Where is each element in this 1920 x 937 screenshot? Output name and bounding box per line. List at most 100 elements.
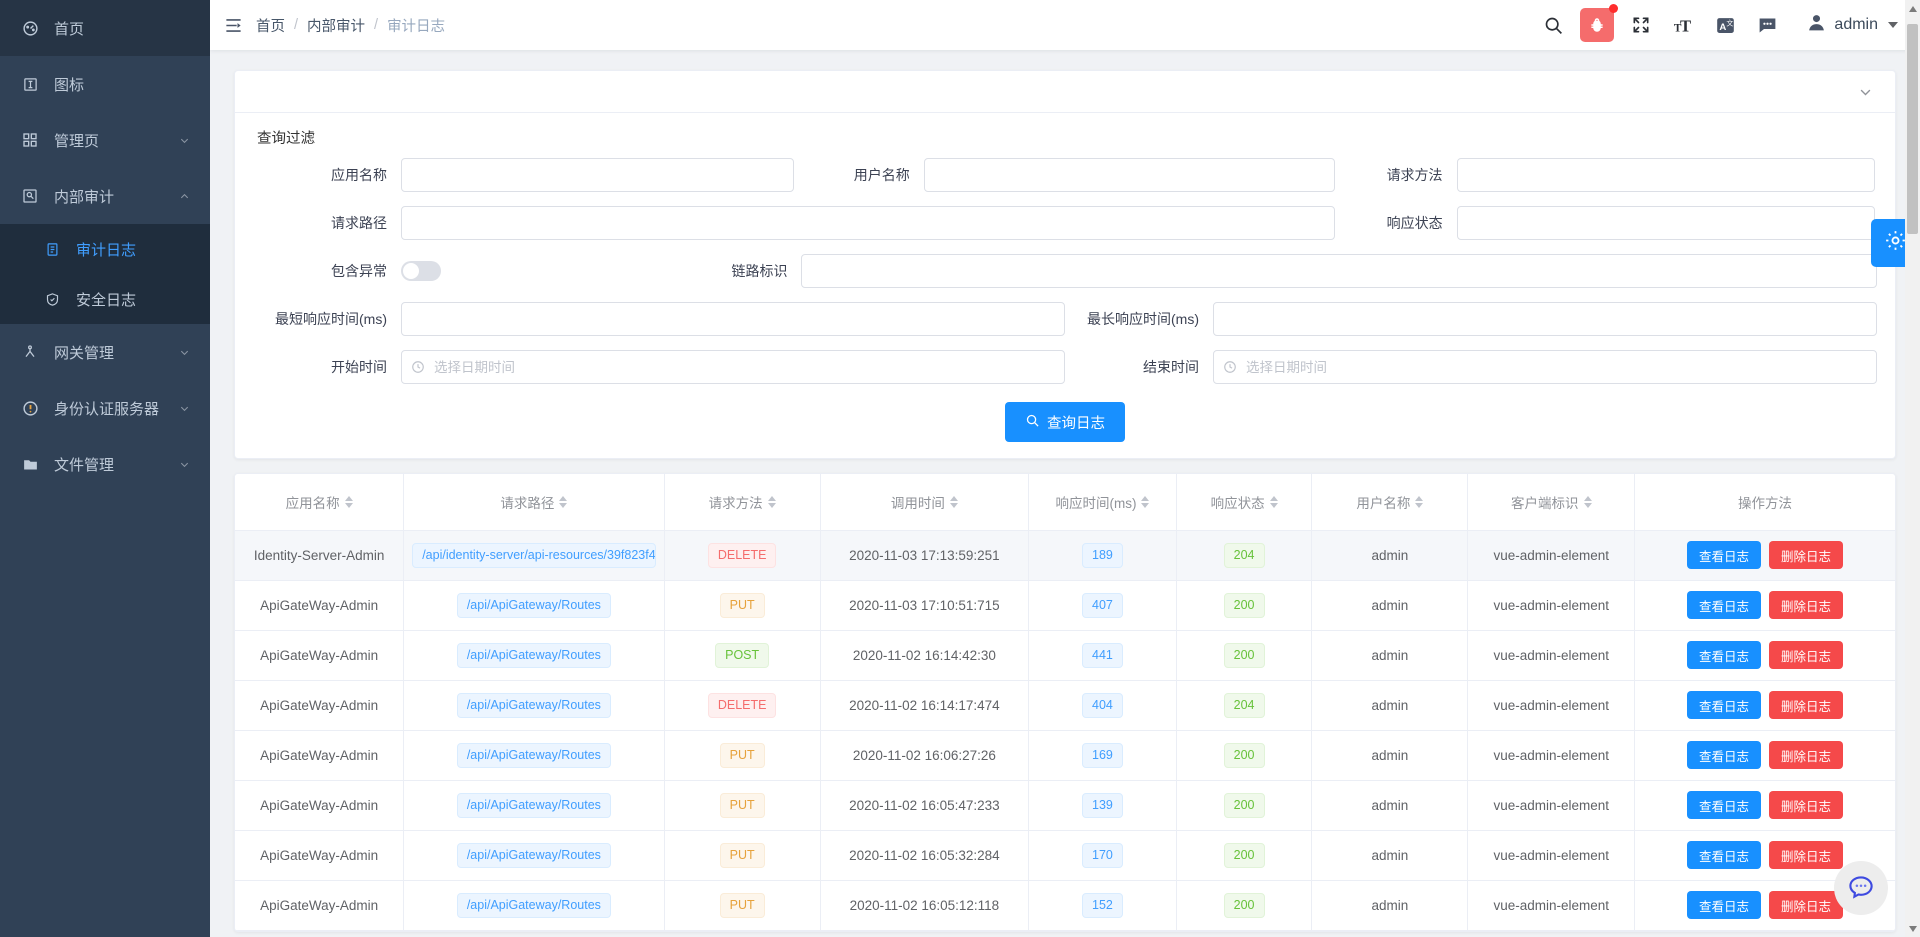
table-header-user[interactable]: 用户名称 bbox=[1311, 474, 1469, 531]
cell-user-name: admin bbox=[1311, 730, 1469, 781]
delete-log-button[interactable]: 删除日志 bbox=[1769, 591, 1844, 619]
cell-request-path: /api/ApiGateway/Routes bbox=[403, 730, 665, 781]
view-log-button[interactable]: 查看日志 bbox=[1687, 691, 1762, 719]
sidebar-item-home[interactable]: 首页 bbox=[0, 0, 210, 56]
cell-duration: 139 bbox=[1028, 780, 1177, 831]
sort-icon[interactable] bbox=[1269, 495, 1278, 508]
sidebar-item-icons[interactable]: 图标 bbox=[0, 56, 210, 112]
chat-icon[interactable] bbox=[1746, 0, 1788, 50]
navbar-actions: T T A 文 bbox=[1532, 0, 1920, 50]
table-row[interactable]: ApiGateWay-Admin/api/ApiGateway/Routes PU… bbox=[235, 580, 1895, 631]
user-name-input[interactable] bbox=[923, 158, 1335, 192]
trace-id-input[interactable] bbox=[801, 254, 1877, 288]
table-header-status[interactable]: 响应状态 bbox=[1176, 474, 1313, 531]
font-size-icon[interactable]: T T bbox=[1662, 0, 1704, 50]
translate-icon[interactable]: A 文 bbox=[1704, 0, 1746, 50]
app-name-value: ApiGateWay-Admin bbox=[260, 847, 379, 863]
request-method-tag: PUT bbox=[719, 742, 765, 768]
delete-log-button[interactable]: 删除日志 bbox=[1769, 841, 1844, 869]
sidebar-item-file-management[interactable]: 文件管理 bbox=[0, 436, 210, 492]
breadcrumb-item-internal-audit[interactable]: 内部审计 bbox=[307, 18, 366, 35]
sort-icon[interactable] bbox=[949, 495, 958, 508]
request-path-input[interactable] bbox=[401, 206, 1335, 240]
view-log-button[interactable]: 查看日志 bbox=[1687, 841, 1762, 869]
delete-log-button[interactable]: 删除日志 bbox=[1769, 791, 1844, 819]
request-path-label: 请求路径 bbox=[331, 215, 387, 231]
chevron-down-icon[interactable] bbox=[1858, 84, 1873, 99]
min-duration-input[interactable] bbox=[401, 302, 1065, 336]
view-log-button[interactable]: 查看日志 bbox=[1687, 541, 1762, 569]
app-name-value: ApiGateWay-Admin bbox=[260, 697, 379, 713]
chevron-down-icon bbox=[178, 134, 190, 146]
table-row[interactable]: ApiGateWay-Admin/api/ApiGateway/Routes PU… bbox=[235, 880, 1895, 931]
table-row[interactable]: Identity-Server-Admin/api/identity-serve… bbox=[235, 530, 1895, 581]
start-time-input[interactable] bbox=[401, 350, 1065, 384]
table-row[interactable]: ApiGateWay-Admin/api/ApiGateway/Routes PO… bbox=[235, 630, 1895, 681]
page-scrollbar[interactable] bbox=[1905, 0, 1920, 937]
breadcrumb-item-home[interactable]: 首页 bbox=[256, 18, 285, 35]
table-header-method[interactable]: 请求方法 bbox=[664, 474, 821, 531]
app-name-input[interactable] bbox=[401, 158, 794, 192]
scroll-up-arrow[interactable] bbox=[1905, 0, 1920, 17]
delete-log-button[interactable]: 删除日志 bbox=[1769, 691, 1844, 719]
chevron-up-icon bbox=[178, 190, 190, 202]
sidebar-item-identity-server[interactable]: 身份认证服务器 bbox=[0, 380, 210, 436]
sidebar-item-audit-log[interactable]: 审计日志 bbox=[0, 224, 210, 274]
cell-request-method: DELETE bbox=[664, 680, 821, 731]
status-tag: 200 bbox=[1223, 742, 1265, 768]
filter-row-3: 包含异常 链路标识 bbox=[235, 254, 1895, 288]
has-exception-toggle[interactable] bbox=[401, 261, 441, 281]
cell-call-time: 2020-11-02 16:14:42:30 bbox=[820, 630, 1030, 681]
duration-tag: 170 bbox=[1082, 842, 1123, 868]
delete-log-button[interactable]: 删除日志 bbox=[1769, 891, 1844, 919]
end-time-input[interactable] bbox=[1213, 350, 1877, 384]
table-row[interactable]: ApiGateWay-Admin/api/ApiGateway/Routes PU… bbox=[235, 730, 1895, 781]
user-name-value: admin bbox=[1371, 847, 1409, 863]
max-duration-input[interactable] bbox=[1213, 302, 1877, 336]
fullscreen-icon[interactable] bbox=[1620, 0, 1662, 50]
view-log-button[interactable]: 查看日志 bbox=[1687, 891, 1762, 919]
gateway-icon bbox=[20, 342, 40, 362]
sort-icon[interactable] bbox=[1141, 495, 1150, 508]
delete-log-button[interactable]: 删除日志 bbox=[1769, 541, 1844, 569]
query-log-button[interactable]: 查询日志 bbox=[1005, 402, 1125, 442]
scrollbar-thumb[interactable] bbox=[1907, 24, 1918, 234]
app-name-value: ApiGateWay-Admin bbox=[260, 647, 379, 663]
chat-bubble-icon[interactable] bbox=[1834, 861, 1888, 915]
cell-call-time: 2020-11-02 16:14:17:474 bbox=[820, 680, 1030, 731]
user-menu[interactable]: admin bbox=[1806, 12, 1898, 38]
scroll-down-arrow[interactable] bbox=[1905, 920, 1920, 937]
delete-log-button[interactable]: 删除日志 bbox=[1769, 741, 1844, 769]
sort-icon[interactable] bbox=[1583, 495, 1592, 508]
cell-status: 200 bbox=[1176, 580, 1313, 631]
sort-icon[interactable] bbox=[767, 495, 776, 508]
table-header-duration[interactable]: 响应时间(ms) bbox=[1028, 474, 1177, 531]
delete-log-button[interactable]: 删除日志 bbox=[1769, 641, 1844, 669]
table-row[interactable]: ApiGateWay-Admin/api/ApiGateway/Routes PU… bbox=[235, 780, 1895, 831]
table-row[interactable]: ApiGateWay-Admin/api/ApiGateway/Routes DE… bbox=[235, 680, 1895, 731]
view-log-button[interactable]: 查看日志 bbox=[1687, 641, 1762, 669]
table-header-time[interactable]: 调用时间 bbox=[820, 474, 1030, 531]
table-header-path[interactable]: 请求路径 bbox=[403, 474, 665, 531]
bug-icon[interactable] bbox=[1580, 4, 1619, 42]
sidebar-item-admin-pages[interactable]: 管理页 bbox=[0, 112, 210, 168]
search-icon[interactable] bbox=[1532, 0, 1574, 50]
sidebar-item-gateway[interactable]: 网关管理 bbox=[0, 324, 210, 380]
view-log-button[interactable]: 查看日志 bbox=[1687, 591, 1762, 619]
sort-icon[interactable] bbox=[344, 495, 353, 508]
sort-icon[interactable] bbox=[1415, 495, 1424, 508]
sidebar-item-internal-audit[interactable]: 内部审计 bbox=[0, 168, 210, 224]
cell-request-method: PUT bbox=[664, 580, 821, 631]
table-header-client[interactable]: 客户端标识 bbox=[1467, 474, 1636, 531]
table-header-app[interactable]: 应用名称 bbox=[235, 474, 405, 531]
duration-tag: 404 bbox=[1082, 692, 1123, 718]
sort-icon[interactable] bbox=[559, 495, 568, 508]
sidebar-item-security-log[interactable]: 安全日志 bbox=[0, 274, 210, 324]
table-row[interactable]: ApiGateWay-Admin/api/ApiGateway/Routes PU… bbox=[235, 830, 1895, 881]
view-log-button[interactable]: 查看日志 bbox=[1687, 791, 1762, 819]
view-log-button[interactable]: 查看日志 bbox=[1687, 741, 1762, 769]
user-name-label: 用户名称 bbox=[853, 167, 910, 183]
request-method-input[interactable] bbox=[1456, 158, 1876, 192]
hamburger-icon[interactable] bbox=[210, 0, 256, 50]
response-status-input[interactable] bbox=[1456, 206, 1876, 240]
